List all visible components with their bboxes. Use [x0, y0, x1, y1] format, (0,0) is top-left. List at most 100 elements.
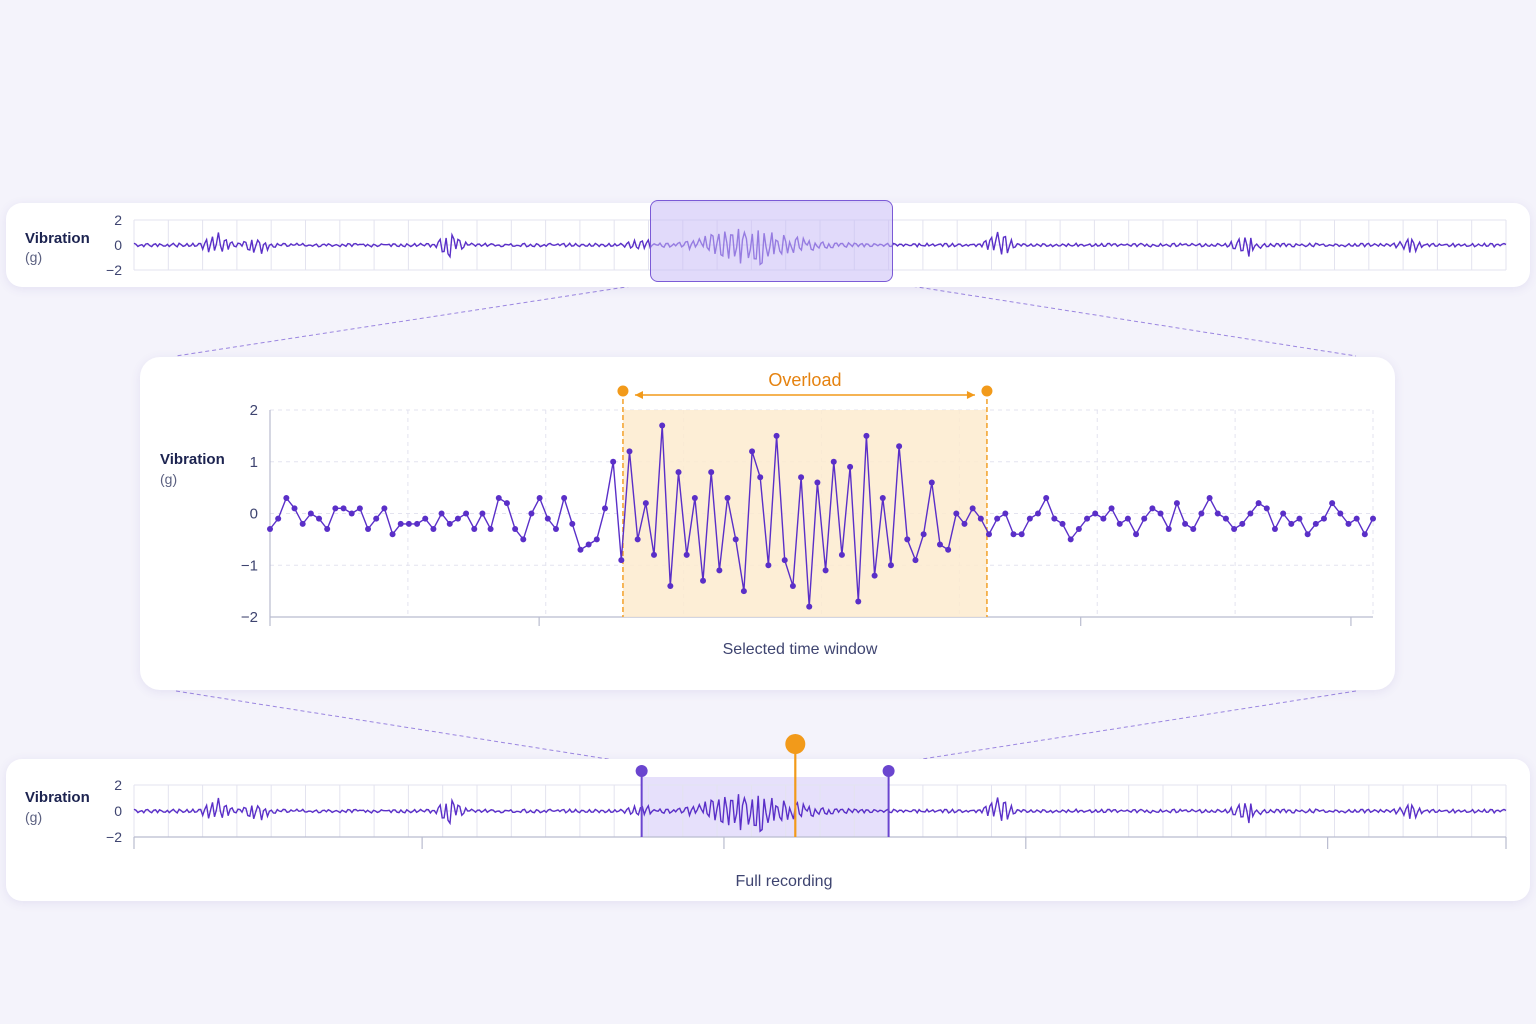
data-point	[977, 515, 984, 522]
overload-label: Overload	[768, 370, 841, 390]
data-point	[651, 551, 658, 558]
data-point	[789, 582, 796, 589]
data-point	[601, 505, 608, 512]
data-point	[1010, 531, 1017, 538]
data-point	[1288, 520, 1295, 527]
full-recording-panel: Vibration (g) 2 0 −2 Full recording	[6, 759, 1530, 901]
data-point	[307, 510, 314, 517]
data-point	[422, 515, 429, 522]
data-point	[798, 474, 805, 481]
data-point	[863, 432, 870, 439]
data-point	[1051, 515, 1058, 522]
data-point	[356, 505, 363, 512]
overload-region	[622, 410, 987, 617]
data-point	[618, 557, 625, 564]
data-point	[1075, 526, 1082, 533]
connector-bottom-left	[175, 690, 615, 761]
data-point	[438, 510, 445, 517]
data-point	[1035, 510, 1042, 517]
data-point	[732, 536, 739, 543]
data-point	[675, 469, 682, 476]
data-point	[700, 577, 707, 584]
data-point	[806, 603, 813, 610]
data-point	[610, 458, 617, 465]
y-tick-label: −2	[241, 609, 258, 626]
data-point	[814, 479, 821, 486]
data-point	[634, 536, 641, 543]
overview-ylabel: Vibration	[25, 230, 90, 247]
data-point	[397, 520, 404, 527]
data-point	[1026, 515, 1033, 522]
full-recording-chart: 2 0 −2	[106, 777, 1507, 849]
data-point	[912, 557, 919, 564]
data-point	[1149, 505, 1156, 512]
data-point	[1296, 515, 1303, 522]
y-tick-label: 0	[114, 803, 122, 819]
data-point	[479, 510, 486, 517]
data-point	[1100, 515, 1107, 522]
data-point	[871, 572, 878, 579]
data-point	[1043, 494, 1050, 501]
data-point	[1370, 515, 1376, 522]
data-point	[855, 598, 862, 605]
data-point	[577, 546, 584, 553]
data-point	[503, 500, 510, 507]
data-point	[552, 526, 559, 533]
data-point	[1067, 536, 1074, 543]
data-point	[446, 520, 453, 527]
overview-selection-window[interactable]	[650, 200, 893, 282]
data-point	[838, 551, 845, 558]
signal-line	[133, 794, 1507, 833]
data-point	[283, 494, 290, 501]
data-point	[316, 515, 323, 522]
y-tick-label: 0	[250, 506, 258, 523]
data-point	[781, 557, 788, 564]
data-point	[544, 515, 551, 522]
data-point	[593, 536, 600, 543]
data-point	[822, 567, 829, 574]
data-point	[1190, 526, 1197, 533]
overload-end-marker	[981, 385, 993, 397]
data-point	[765, 562, 772, 569]
data-point	[454, 515, 461, 522]
y-tick-label: 0	[114, 237, 122, 253]
data-point	[1124, 515, 1131, 522]
y-tick-label: 2	[114, 212, 122, 228]
signal-line	[269, 425, 1374, 607]
data-point	[1247, 510, 1254, 517]
full-recording-caption: Full recording	[735, 873, 833, 890]
data-point	[1312, 520, 1319, 527]
data-point	[708, 469, 715, 476]
overview-unit: (g)	[25, 249, 43, 265]
data-point	[724, 494, 731, 501]
data-point	[1084, 515, 1091, 522]
data-point	[1157, 510, 1164, 517]
full-recording-unit: (g)	[25, 809, 43, 825]
data-point	[1337, 510, 1344, 517]
data-point	[1141, 515, 1148, 522]
full-recording-ylabel: Vibration	[25, 789, 90, 806]
y-tick-label: −2	[106, 262, 122, 278]
data-point	[1222, 515, 1229, 522]
data-point	[324, 526, 331, 533]
data-point	[1304, 531, 1311, 538]
data-point	[471, 526, 478, 533]
y-tick-label: −2	[106, 829, 122, 845]
data-point	[1133, 531, 1140, 538]
data-point	[920, 531, 927, 538]
data-point	[389, 531, 396, 538]
data-point	[1320, 515, 1327, 522]
data-point	[1182, 520, 1189, 527]
data-point	[847, 463, 854, 470]
data-point	[275, 515, 282, 522]
overload-arrowhead-left	[634, 391, 643, 399]
data-point	[414, 520, 421, 527]
data-point	[1018, 531, 1025, 538]
data-point	[569, 520, 576, 527]
data-point	[1116, 520, 1123, 527]
y-tick-label: −1	[241, 557, 258, 574]
y-tick-label: 2	[114, 777, 122, 793]
data-point	[936, 541, 943, 548]
detail-panel: Vibration (g) 2 1 0 −1 −2 Overload Selected t…	[140, 357, 1395, 690]
